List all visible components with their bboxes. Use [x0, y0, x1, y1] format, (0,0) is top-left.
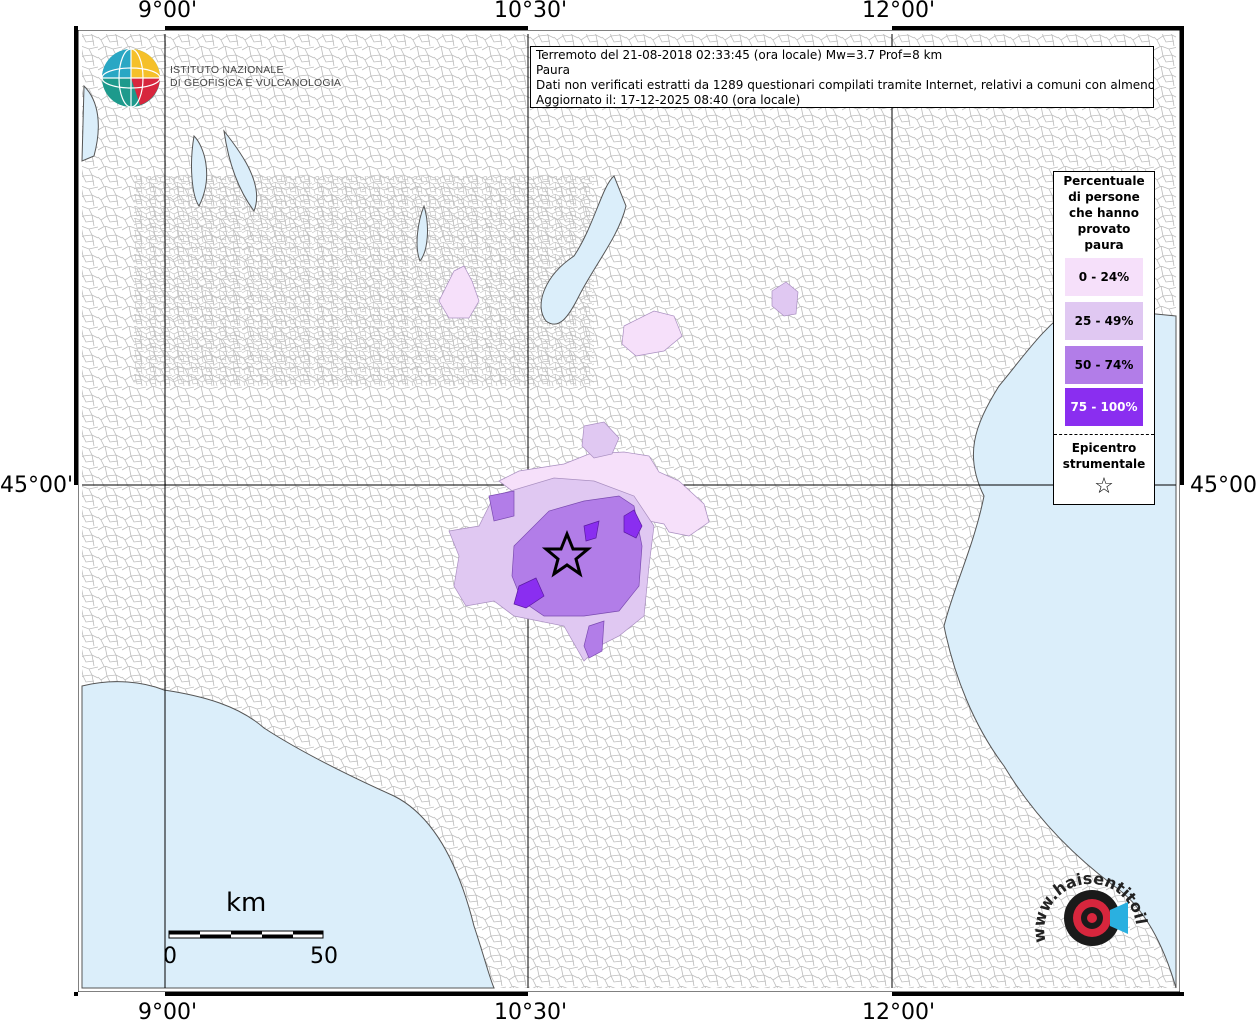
legend-class-75-100: 75 - 100%: [1065, 388, 1143, 426]
lon-tick-top-1: 9°00': [138, 0, 198, 23]
legend-class-50-74: 50 - 74%: [1065, 346, 1143, 384]
area-0-24-n1: [438, 265, 480, 319]
ingv-line-1: ISTITUTO NAZIONALE: [170, 64, 284, 76]
lon-tick-bottom-2: 10°30': [494, 1000, 568, 1025]
lake-garda: [540, 175, 627, 325]
lon-tick-bottom-3: 12°00': [862, 1000, 936, 1025]
legend-class-0-24: 0 - 24%: [1065, 258, 1143, 296]
legend-epicenter-label: Epicentro strumentale: [1054, 440, 1154, 472]
area-25-49-n3: [771, 281, 799, 317]
legend-separator: [1054, 434, 1154, 435]
event-parameter: Paura: [536, 63, 570, 77]
legend-epicenter-line: strumentale: [1062, 457, 1146, 471]
area-25-49-s: [583, 620, 605, 659]
ligurian-sea: [81, 681, 495, 989]
legend-title-line: di persone: [1068, 190, 1140, 204]
area-75-100-ne: [623, 509, 643, 539]
lakes-northwest: [81, 84, 258, 213]
scale-start-label: 0: [163, 944, 177, 969]
hst-logo-icon: www.haisentitoilterremoto.it ?: [1032, 862, 1151, 946]
scale-title: km: [226, 888, 267, 918]
alpine-dense-area: [134, 176, 594, 386]
legend: Percentuale di persone che hanno provato…: [1053, 171, 1155, 505]
legend-class-25-49: 25 - 49%: [1065, 302, 1143, 340]
ingv-logo-text: ISTITUTO NAZIONALE DI GEOFISICA E VULCAN…: [170, 64, 341, 90]
lon-tick-top-3: 12°00': [862, 0, 936, 23]
lon-tick-top-2: 10°30': [494, 0, 568, 23]
event-info-box: Terremoto del 21-08-2018 02:33:45 (ora l…: [530, 46, 1154, 108]
lat-tick-right: 45°00': [1190, 473, 1256, 498]
event-updated: Aggiornato il: 17-12-2025 08:40 (ora loc…: [536, 93, 801, 107]
ingv-line-2: DI GEOFISICA E VULCANOLOGIA: [170, 77, 342, 89]
ingv-globe-icon: [101, 48, 161, 108]
legend-title-line: che hanno: [1069, 206, 1139, 220]
area-0-24-north: [581, 421, 620, 459]
area-75-100-c: [583, 520, 600, 542]
lat-tick-left: 45°00': [0, 473, 74, 498]
epicenter-star: [541, 529, 593, 578]
legend-title-line: Percentuale: [1063, 174, 1145, 188]
event-data-note: Dati non verificati estratti da 1289 que…: [536, 78, 1154, 92]
felt-areas: [438, 265, 799, 662]
legend-title-line: paura: [1084, 238, 1124, 252]
map-view[interactable]: [74, 26, 1184, 996]
event-title: Terremoto del 21-08-2018 02:33:45 (ora l…: [536, 48, 943, 62]
area-0-24-n2: [621, 310, 683, 357]
scale-bar: [168, 930, 324, 939]
legend-title: Percentuale di persone che hanno provato…: [1054, 173, 1154, 253]
legend-title-line: provato: [1077, 222, 1131, 236]
scale-end-label: 50: [310, 944, 338, 969]
lake-iseo: [416, 204, 428, 262]
area-75-100-sw: [513, 577, 545, 609]
area-50-74-w: [488, 490, 515, 522]
map-canvas: [74, 26, 1184, 996]
lon-tick-bottom-1: 9°00': [138, 1000, 198, 1025]
legend-epicenter-line: Epicentro: [1071, 441, 1137, 455]
legend-star-icon: ☆: [1094, 474, 1114, 499]
